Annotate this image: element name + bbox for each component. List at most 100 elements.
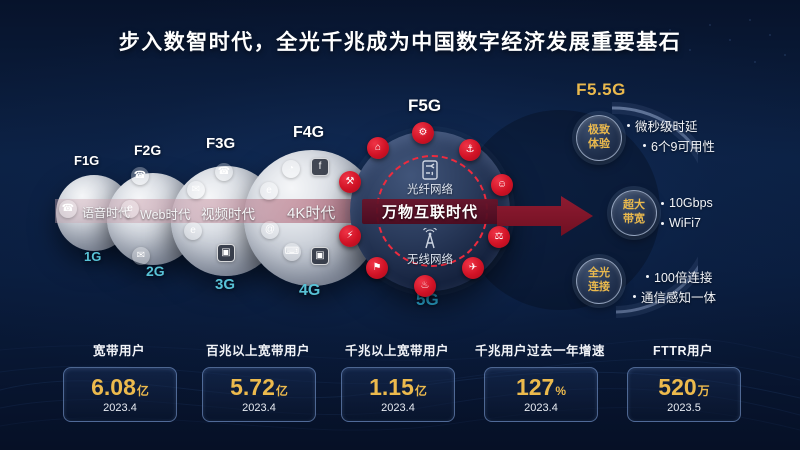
bullet-wifi7-text: WiFi7 (669, 216, 701, 230)
gen-4g-label: 4G (299, 282, 321, 299)
chat-icon: ✉ (187, 181, 205, 199)
bullet-100x-connections: 100倍连接 (646, 267, 712, 286)
bullet-10gbps-text: 10Gbps (669, 196, 713, 210)
smart-city-icon: ♨ (414, 275, 436, 297)
f1g-label: F1G (74, 153, 100, 168)
bullet-sensing-text: 通信感知一体 (641, 291, 717, 305)
stat-date: 2023.4 (242, 401, 276, 414)
stat-label-100m-users: 百兆以上宽带用户 (205, 344, 310, 358)
stat-number: 1.15 (369, 373, 414, 400)
bullet-availability-text: 6个9可用性 (651, 140, 715, 154)
stat-date: 2023.4 (524, 401, 558, 414)
bullet-dot (627, 124, 630, 127)
bullet-wifi7: WiFi7 (661, 216, 701, 230)
stat-number: 520 (658, 373, 697, 400)
f2g-label: F2G (134, 142, 162, 158)
bullet-dot (661, 221, 664, 225)
bullet-100x-connections-text: 100倍连接 (654, 271, 713, 285)
gamepad-icon: ⌨ (283, 243, 301, 261)
chat-icon: ✉ (132, 247, 150, 265)
stat-unit: 亿 (136, 383, 149, 398)
stat-value: 1.15 亿 (369, 373, 427, 400)
stat-number: 6.08 (91, 373, 136, 400)
stat-date: 2023.4 (381, 401, 415, 414)
pillar-ultra-bandwidth: 超大带宽 (611, 190, 657, 236)
transport-bus-icon: ⌂ (367, 137, 389, 159)
bullet-availability: 6个9可用性 (643, 136, 715, 155)
bullet-latency: 微秒级时延 (627, 116, 698, 135)
pillar-ultimate-experience-label: 极致体验 (588, 124, 610, 150)
stat-card-gigabit-users: 1.15 亿 2023.4 (341, 367, 455, 422)
construction-excavator-icon: ⚖ (488, 226, 510, 248)
bullet-dot (661, 201, 664, 205)
f4g-label: F4G (293, 124, 325, 141)
stat-number: 5.72 (230, 373, 275, 400)
fiber-network-icon (422, 160, 438, 180)
social-people-icon: ☺ (491, 174, 513, 196)
stat-label-gigabit-growth: 千兆用户过去一年增速 (474, 344, 605, 358)
at-sign-icon: @ (261, 221, 279, 239)
pillar-all-optical-connection: 全光连接 (576, 258, 622, 304)
bullet-dot (646, 275, 649, 278)
browser-icon: e (260, 182, 278, 200)
fiber-network-label: 光纤网络 (407, 184, 453, 196)
browser-icon: e (121, 200, 139, 218)
power-grid-tower-icon: ⚡ (339, 225, 361, 247)
wireless-network-icon (423, 228, 437, 249)
era-video-label: 视频时代 (201, 207, 255, 222)
ioe-era-label: 万物互联时代 (381, 204, 478, 221)
bullet-dot (633, 295, 636, 298)
bullet-10gbps: 10Gbps (661, 196, 713, 210)
stat-unit: % (555, 383, 567, 398)
pillar-all-optical-connection-label: 全光连接 (588, 267, 610, 293)
stat-number: 127 (515, 373, 555, 400)
gen-1g-label: 1G (84, 249, 102, 264)
stat-date: 2023.4 (103, 401, 137, 414)
stat-card-gigabit-growth: 127 % 2023.4 (484, 367, 598, 422)
phone-icon: ☎ (215, 163, 233, 181)
era-web-label: Web时代 (140, 208, 191, 222)
page-title: 步入数智时代，全光千兆成为中国数字经济发展重要基石 (118, 31, 682, 54)
browser-icon: e (184, 222, 202, 240)
pillar-ultimate-experience: 极致体验 (576, 115, 622, 161)
f55g-title: F5.5G (576, 80, 626, 99)
era-voice-label: 语音时代 (82, 206, 131, 220)
smart-manufacturing-icon: ⚙ (412, 122, 434, 144)
stat-card-broadband-users: 6.08 亿 2023.4 (63, 367, 177, 422)
stat-value: 520 万 (658, 373, 710, 400)
port-crane-icon: ⚑ (366, 257, 388, 279)
stat-date: 2023.5 (667, 401, 701, 414)
bullet-sensing: 通信感知一体 (633, 287, 716, 306)
bullet-latency-text: 微秒级时延 (635, 120, 698, 134)
shipping-ship-icon: ⚓ (459, 139, 481, 161)
stat-card-100m-users: 5.72 亿 2023.4 (202, 367, 316, 422)
f5g-label: F5G (408, 96, 442, 115)
video-player-icon: ▣ (217, 244, 235, 262)
ioe-era-band: 万物互联时代 (362, 199, 498, 224)
pillar-ultra-bandwidth-label: 超大带宽 (623, 199, 645, 225)
stat-label-gigabit-users: 千兆以上宽带用户 (344, 344, 449, 358)
stat-unit: 亿 (275, 383, 288, 398)
stat-value: 6.08 亿 (91, 373, 149, 400)
facebook-icon: f (311, 158, 329, 176)
speedometer-icon: ◔ (282, 160, 300, 178)
stat-unit: 亿 (414, 383, 427, 398)
stat-unit: 万 (697, 383, 710, 398)
stat-label-broadband-users: 宽带用户 (92, 344, 145, 358)
stat-label-fttr-users: FTTR用户 (653, 344, 713, 358)
f3g-label: F3G (206, 135, 236, 152)
video-player-icon: ▣ (311, 247, 329, 265)
stat-card-fttr-users: 520 万 2023.5 (627, 367, 741, 422)
gen-2g-label: 2G (146, 263, 165, 279)
era-4k-label: 4K时代 (287, 205, 336, 222)
logistics-truck-icon: ✈ (462, 257, 484, 279)
factory-icon: ⚒ (339, 171, 361, 193)
wireless-network-label: 无线网络 (407, 254, 453, 266)
phone-icon: ☎ (131, 167, 149, 185)
gen-3g-label: 3G (215, 276, 236, 293)
background-dots-decoration (669, 19, 786, 63)
stat-value: 5.72 亿 (230, 373, 288, 400)
phone-icon: ☎ (59, 200, 77, 218)
bullet-dot (643, 144, 646, 147)
